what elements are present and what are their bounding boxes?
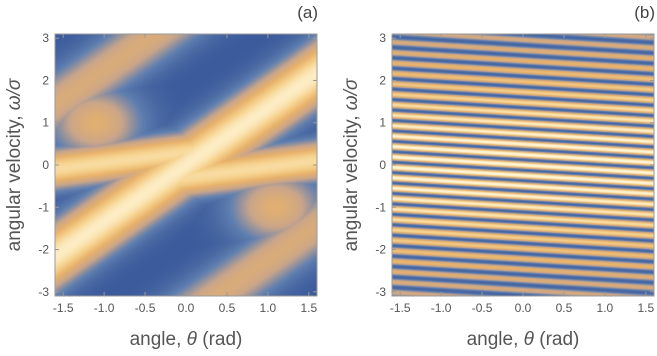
panel-b-ticks: -1.5 -1.0 -0.5 0.0 0.5 1.0 1.5 -3 -2 -1 0 1 2 3 xyxy=(375,31,654,315)
x-tick-label: 1.5 xyxy=(300,301,317,315)
y-tick-label: 2 xyxy=(379,73,386,87)
x-tick-label: 0.5 xyxy=(556,301,573,315)
heatmap-b-image xyxy=(392,34,654,296)
panel-b-y-axis-label: angular velocity, ω/σ xyxy=(341,77,362,251)
x-tick-label: 0.0 xyxy=(178,301,195,315)
x-tick-label: -0.5 xyxy=(135,301,156,315)
y-tick-label: 1 xyxy=(42,116,49,130)
y-tick-label: 2 xyxy=(42,73,49,87)
x-tick-label: -1.5 xyxy=(390,301,411,315)
x-tick-label: -1.5 xyxy=(53,301,74,315)
panel-a-ticks: -1.5 -1.0 -0.5 0.0 0.5 1.0 1.5 -3 -2 -1 0 1 2 3 xyxy=(38,31,317,315)
y-tick-label: -1 xyxy=(375,200,386,214)
x-tick-label: -1.0 xyxy=(94,301,115,315)
panel-b-label: (b) xyxy=(634,3,655,22)
panel-a-label: (a) xyxy=(297,3,318,22)
panel-a-y-axis-label: angular velocity, ω/σ xyxy=(4,77,25,251)
x-tick-label: 1.0 xyxy=(260,301,277,315)
y-tick-label: -2 xyxy=(38,243,49,257)
x-tick-label: 0.0 xyxy=(515,301,532,315)
y-tick-label: 0 xyxy=(379,158,386,172)
x-tick-label: 1.0 xyxy=(597,301,614,315)
panel-a: -1.5 -1.0 -0.5 0.0 0.5 1.0 1.5 -3 -2 -1 0 1 2 3 (a) a… xyxy=(4,3,318,350)
x-tick-label: 0.5 xyxy=(219,301,236,315)
x-tick-label: -0.5 xyxy=(472,301,493,315)
x-tick-label: -1.0 xyxy=(431,301,452,315)
y-tick-label: 3 xyxy=(379,31,386,45)
y-tick-label: -3 xyxy=(375,285,386,299)
panel-a-x-axis-label: angle, θ (rad) xyxy=(130,329,243,350)
y-tick-label: 1 xyxy=(379,116,386,130)
heatmap-a-image xyxy=(55,34,317,296)
panel-b: -1.5 -1.0 -0.5 0.0 0.5 1.0 1.5 -3 -2 -1 0 1 2 3 (b) a… xyxy=(341,3,655,350)
y-tick-label: 3 xyxy=(42,31,49,45)
panel-b-x-axis-label: angle, θ (rad) xyxy=(467,329,580,350)
y-tick-label: 0 xyxy=(42,158,49,172)
y-tick-label: -2 xyxy=(375,243,386,257)
y-tick-label: -3 xyxy=(38,285,49,299)
y-tick-label: -1 xyxy=(38,200,49,214)
x-tick-label: 1.5 xyxy=(637,301,654,315)
